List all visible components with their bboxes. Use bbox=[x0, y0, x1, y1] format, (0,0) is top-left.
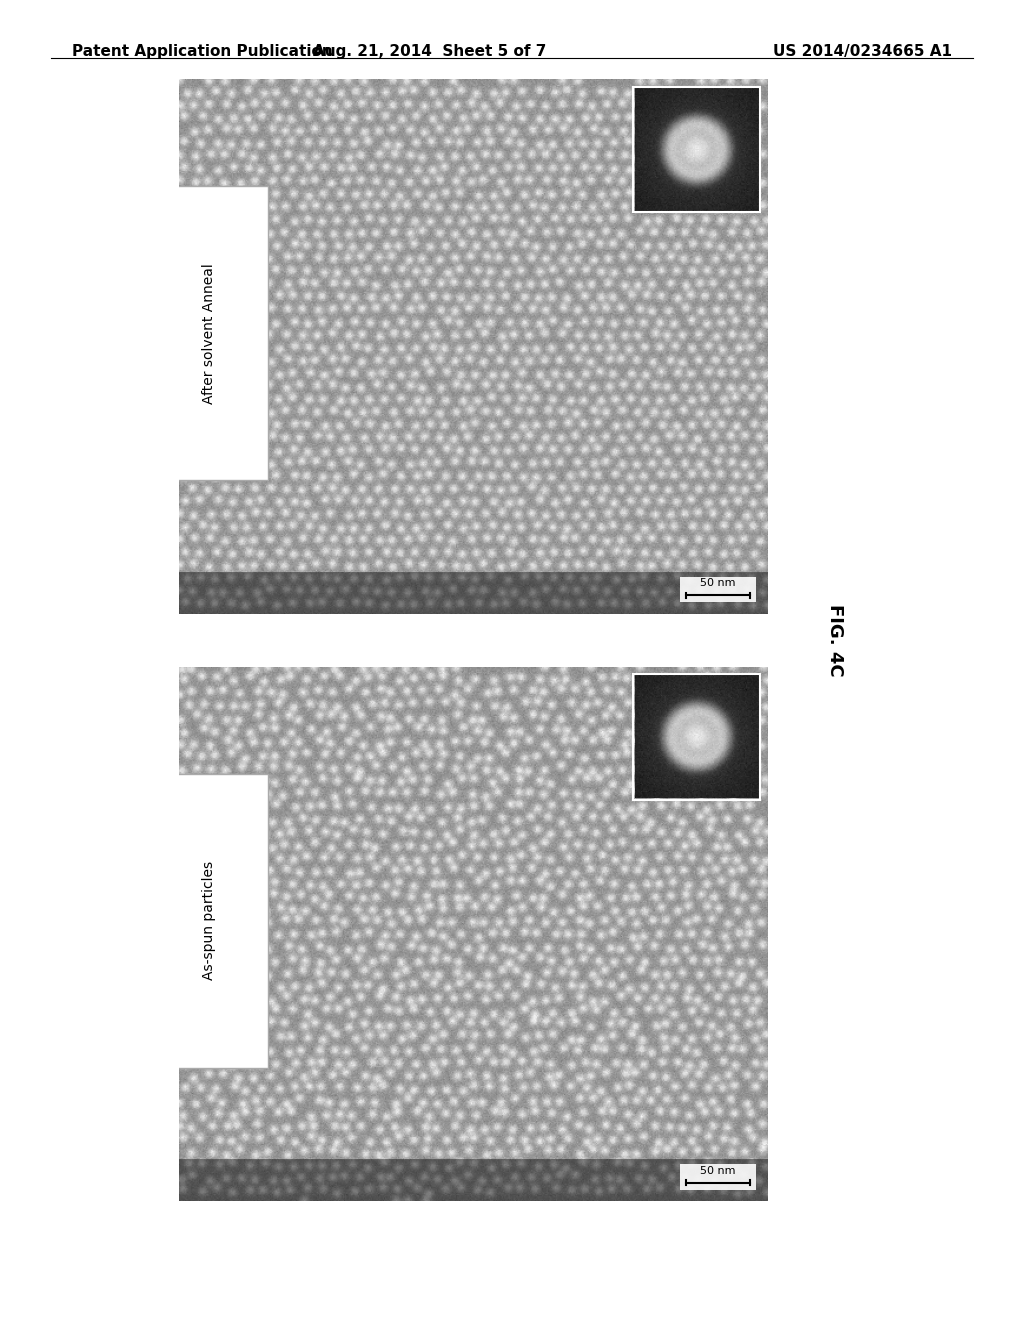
Text: FIG. 4C: FIG. 4C bbox=[825, 603, 844, 677]
Bar bbox=[633, 87, 761, 213]
Text: 50 nm: 50 nm bbox=[700, 578, 735, 589]
Bar bbox=[680, 577, 756, 602]
Text: Aug. 21, 2014  Sheet 5 of 7: Aug. 21, 2014 Sheet 5 of 7 bbox=[313, 44, 547, 58]
Text: 50 nm: 50 nm bbox=[700, 1166, 735, 1176]
Text: US 2014/0234665 A1: US 2014/0234665 A1 bbox=[773, 44, 952, 58]
Text: After solvent Anneal: After solvent Anneal bbox=[202, 263, 216, 404]
Bar bbox=[680, 1164, 756, 1189]
Bar bbox=[150, 774, 267, 1068]
Text: Patent Application Publication: Patent Application Publication bbox=[72, 44, 333, 58]
Text: As-spun particles: As-spun particles bbox=[202, 861, 216, 979]
Bar bbox=[150, 186, 267, 480]
Bar bbox=[633, 675, 761, 800]
